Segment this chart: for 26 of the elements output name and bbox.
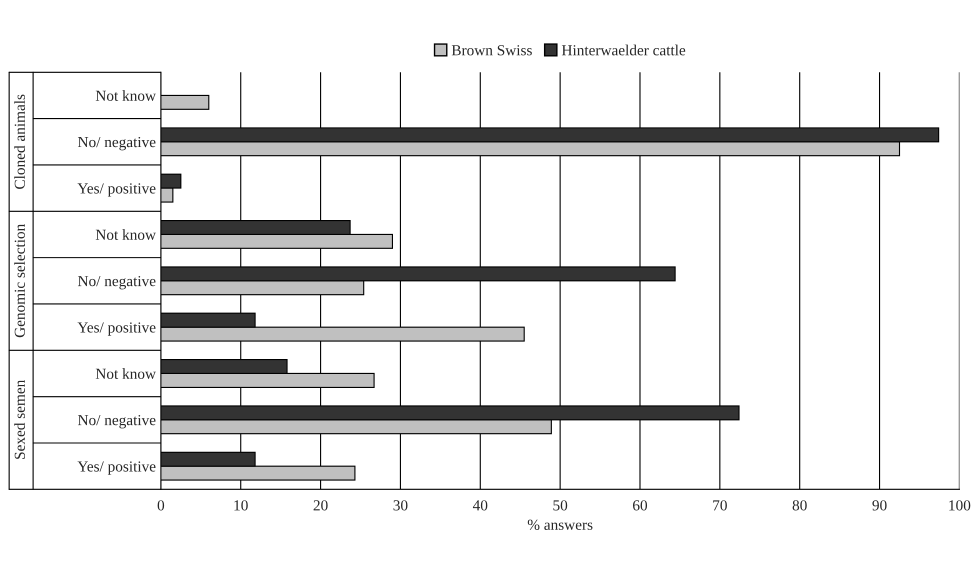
y-tick-label: No/ negative [78, 414, 156, 428]
x-tick-label: 30 [394, 500, 408, 511]
text: Cloned animals [14, 94, 25, 189]
x-tick-label: 70 [713, 500, 727, 511]
y-tick-label: Not know [96, 90, 156, 101]
y-tick-label: Yes/ positive [78, 461, 156, 475]
x-tick-label: 100 [949, 500, 970, 511]
x-tick-label: 0 [158, 500, 164, 511]
legend-label: Brown Swiss [452, 45, 532, 56]
y-tick-label: Not know [96, 368, 156, 379]
x-tick-label: 60 [633, 500, 648, 511]
legend-label: Hinterwaelder cattle [562, 44, 686, 56]
x-tick-label: 40 [472, 500, 488, 511]
y-tick-label: Not know [96, 229, 156, 240]
text: Genomic selection [14, 224, 25, 338]
x-tick-label: 90 [872, 500, 887, 511]
y-tick-label: Yes/ positive [78, 322, 156, 336]
x-tick-label: 80 [792, 500, 807, 511]
y-tick-label: No/ negative [78, 276, 156, 290]
y-tick-label: Yes/ positive [78, 183, 156, 197]
x-tick-label: 10 [234, 500, 248, 511]
x-tick-label: 20 [314, 500, 328, 511]
text: Sexed semen [14, 380, 25, 459]
y-tick-label: No/ negative [78, 136, 156, 150]
x-axis-title: % answers [528, 520, 592, 530]
x-tick-label: 50 [553, 500, 568, 511]
